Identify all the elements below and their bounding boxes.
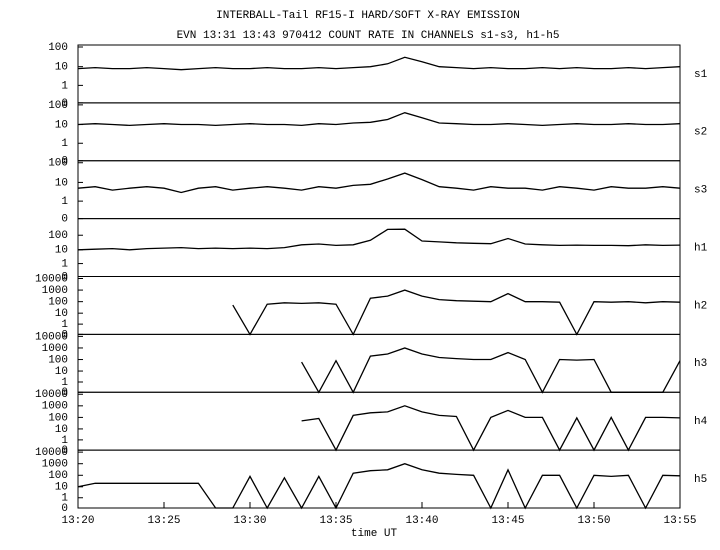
series-line xyxy=(77,228,681,251)
y-tick-label: 0 xyxy=(61,271,68,283)
y-tick-label: 10000 xyxy=(35,389,68,401)
y-tick-label: 1 xyxy=(61,435,68,447)
y-tick-label: 1 xyxy=(61,196,68,208)
y-tick-label: 0 xyxy=(61,214,68,226)
y-tick-label: 1 xyxy=(61,258,68,270)
x-tick-label: 13:40 xyxy=(405,515,438,527)
series-line xyxy=(232,289,681,336)
series-label: s2 xyxy=(694,127,707,139)
y-tick-label: 100 xyxy=(48,470,68,482)
y-tick-label: 0 xyxy=(61,329,68,341)
y-tick-label: 100 xyxy=(48,297,68,309)
series-label: s1 xyxy=(694,69,708,81)
series-line xyxy=(77,56,681,71)
panel-frame xyxy=(77,276,681,335)
y-tick-label: 100 xyxy=(48,42,68,54)
series-line xyxy=(301,405,681,452)
series-label: s3 xyxy=(694,185,707,197)
y-tick-label: 10 xyxy=(55,119,68,131)
series-line xyxy=(301,347,681,394)
y-tick-label: 1 xyxy=(61,493,68,505)
y-tick-label: 1000 xyxy=(42,401,68,413)
y-tick-label: 10 xyxy=(55,308,68,320)
y-tick-label: 10000 xyxy=(35,447,68,459)
y-tick-label: 100 xyxy=(48,354,68,366)
x-tick-label: 13:45 xyxy=(491,515,524,527)
y-tick-label: 0 xyxy=(61,156,68,168)
y-tick-label: 1 xyxy=(61,319,68,331)
x-tick-label: 13:50 xyxy=(577,515,610,527)
y-tick-label: 10 xyxy=(55,245,68,257)
chart-subtitle: EVN 13:31 13:43 970412 COUNT RATE IN CHA… xyxy=(177,30,560,42)
x-tick-label: 13:20 xyxy=(61,515,94,527)
y-tick-label: 1000 xyxy=(42,459,68,471)
panel-frame xyxy=(77,449,681,509)
series-label: h3 xyxy=(694,358,707,370)
y-tick-label: 1 xyxy=(61,80,68,92)
y-tick-label: 10 xyxy=(55,177,68,189)
x-tick-label: 13:55 xyxy=(663,515,696,527)
y-tick-label: 10000 xyxy=(35,273,68,285)
y-tick-label: 100 xyxy=(48,158,68,170)
y-tick-label: 10000 xyxy=(35,331,68,343)
y-tick-label: 1000 xyxy=(42,285,68,297)
y-tick-label: 0 xyxy=(61,503,68,515)
y-tick-label: 10 xyxy=(55,366,68,378)
x-tick-label: 13:30 xyxy=(233,515,266,527)
series-label: h4 xyxy=(694,416,708,428)
panel-frame xyxy=(77,333,681,393)
x-axis-label: time UT xyxy=(351,528,398,540)
series-label: h2 xyxy=(694,300,707,312)
x-tick-label: 13:35 xyxy=(319,515,352,527)
y-tick-label: 10 xyxy=(55,62,68,74)
series-label: h5 xyxy=(694,474,707,486)
y-tick-label: 10 xyxy=(55,424,68,436)
y-tick-label: 100 xyxy=(48,412,68,424)
y-tick-label: 0 xyxy=(61,98,68,110)
y-tick-label: 100 xyxy=(48,230,68,242)
series-label: h1 xyxy=(694,242,708,254)
y-tick-label: 10 xyxy=(55,482,68,494)
y-tick-label: 1000 xyxy=(42,343,68,355)
x-tick-label: 13:25 xyxy=(147,515,180,527)
series-line xyxy=(77,112,681,127)
series-line xyxy=(77,172,681,194)
y-tick-label: 100 xyxy=(48,100,68,112)
series-line xyxy=(77,463,681,510)
chart-title: INTERBALL-Tail RF15-I HARD/SOFT X-RAY EM… xyxy=(216,10,520,22)
y-tick-label: 0 xyxy=(61,445,68,457)
y-tick-label: 0 xyxy=(61,387,68,399)
y-tick-label: 1 xyxy=(61,377,68,389)
y-tick-label: 1 xyxy=(61,138,68,150)
panel-frame xyxy=(77,102,681,162)
panel-frame xyxy=(77,44,681,104)
